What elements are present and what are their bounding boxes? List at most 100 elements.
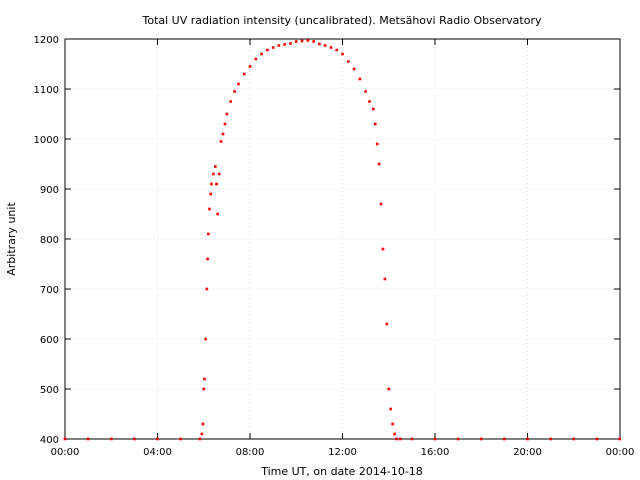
data-point bbox=[456, 437, 460, 441]
y-tick-label: 500 bbox=[40, 385, 59, 396]
data-point bbox=[300, 39, 304, 43]
data-point bbox=[205, 287, 209, 291]
data-point bbox=[503, 437, 506, 441]
data-point bbox=[203, 377, 206, 381]
data-point bbox=[618, 437, 621, 441]
data-point bbox=[306, 39, 310, 42]
data-point bbox=[387, 387, 391, 391]
data-point bbox=[391, 422, 394, 426]
y-tick-label: 400 bbox=[40, 435, 59, 446]
data-point bbox=[223, 122, 227, 126]
data-point bbox=[225, 112, 229, 116]
data-point bbox=[201, 422, 205, 426]
data-point bbox=[109, 437, 113, 441]
data-point bbox=[208, 207, 211, 211]
data-point bbox=[364, 90, 367, 93]
data-point bbox=[212, 172, 215, 176]
data-point bbox=[385, 322, 389, 326]
data-point bbox=[323, 44, 327, 47]
x-tick-label: 16:00 bbox=[421, 447, 450, 458]
data-point bbox=[283, 43, 286, 46]
data-point bbox=[399, 437, 402, 441]
data-point bbox=[214, 165, 217, 168]
data-point bbox=[248, 65, 252, 68]
data-point bbox=[204, 337, 207, 341]
data-point bbox=[410, 437, 414, 441]
data-point bbox=[373, 122, 377, 126]
data-point bbox=[595, 437, 599, 441]
x-tick-label: 20:00 bbox=[513, 447, 542, 458]
data-point bbox=[368, 100, 371, 103]
data-points bbox=[63, 39, 621, 441]
data-point bbox=[549, 437, 552, 441]
data-point bbox=[346, 60, 350, 63]
data-point bbox=[260, 52, 263, 56]
data-point bbox=[375, 142, 379, 146]
y-tick-label: 900 bbox=[40, 185, 59, 196]
data-point bbox=[86, 437, 90, 441]
x-tick-label: 00:00 bbox=[606, 447, 635, 458]
y-tick-label: 1100 bbox=[34, 85, 59, 96]
data-point bbox=[479, 437, 483, 441]
data-point bbox=[433, 437, 437, 441]
x-axis-label: Time UT, on date 2014-10-18 bbox=[260, 465, 423, 478]
y-tick-label: 1000 bbox=[34, 135, 59, 146]
data-point bbox=[229, 100, 233, 103]
data-point bbox=[572, 437, 576, 441]
data-point bbox=[233, 90, 236, 93]
x-tick-label: 00:00 bbox=[51, 447, 80, 458]
data-point bbox=[318, 42, 321, 46]
data-point bbox=[207, 232, 210, 236]
data-point bbox=[312, 40, 315, 43]
data-point bbox=[219, 140, 223, 143]
grid-lines bbox=[65, 39, 620, 439]
y-tick-label: 700 bbox=[40, 285, 59, 296]
x-tick-label: 08:00 bbox=[236, 447, 265, 458]
data-point bbox=[266, 48, 269, 52]
data-point bbox=[200, 432, 204, 436]
axis-ticks: 400 500 600 700 800 900 1000 1100 1200 00:00 04:00… bbox=[34, 35, 635, 458]
chart-title: Total UV radiation intensity (uncalibrat… bbox=[142, 14, 542, 27]
data-point bbox=[379, 202, 383, 206]
data-point bbox=[215, 182, 218, 186]
data-point bbox=[341, 52, 344, 56]
data-point bbox=[156, 437, 159, 441]
data-point bbox=[393, 432, 396, 436]
data-point bbox=[242, 72, 246, 76]
data-point bbox=[372, 107, 375, 111]
data-point bbox=[294, 40, 298, 43]
y-tick-label: 600 bbox=[40, 335, 59, 346]
data-point bbox=[526, 437, 529, 441]
data-point bbox=[210, 182, 213, 186]
data-point bbox=[335, 48, 339, 52]
data-point bbox=[179, 437, 182, 441]
data-point bbox=[271, 46, 275, 49]
y-axis-label: Arbitrary unit bbox=[5, 202, 18, 276]
x-tick-label: 12:00 bbox=[328, 447, 357, 458]
data-point bbox=[216, 212, 219, 216]
y-tick-label: 1200 bbox=[34, 35, 59, 46]
y-tick-label: 800 bbox=[40, 235, 59, 246]
data-point bbox=[209, 192, 212, 196]
data-point bbox=[381, 247, 385, 251]
data-point bbox=[389, 407, 392, 411]
data-point bbox=[383, 277, 387, 281]
data-point bbox=[237, 82, 240, 86]
data-point bbox=[63, 437, 67, 441]
data-point bbox=[198, 437, 202, 441]
data-point bbox=[254, 57, 258, 61]
data-point bbox=[133, 437, 136, 441]
data-point bbox=[289, 42, 292, 45]
data-point bbox=[352, 67, 356, 71]
data-point bbox=[377, 162, 381, 166]
data-point bbox=[217, 172, 221, 176]
data-point bbox=[221, 132, 225, 136]
data-point bbox=[395, 437, 398, 441]
data-point bbox=[206, 257, 209, 261]
data-point bbox=[202, 387, 206, 391]
data-point bbox=[329, 46, 333, 49]
x-tick-label: 04:00 bbox=[143, 447, 172, 458]
data-point bbox=[358, 77, 362, 81]
data-point bbox=[277, 44, 281, 47]
